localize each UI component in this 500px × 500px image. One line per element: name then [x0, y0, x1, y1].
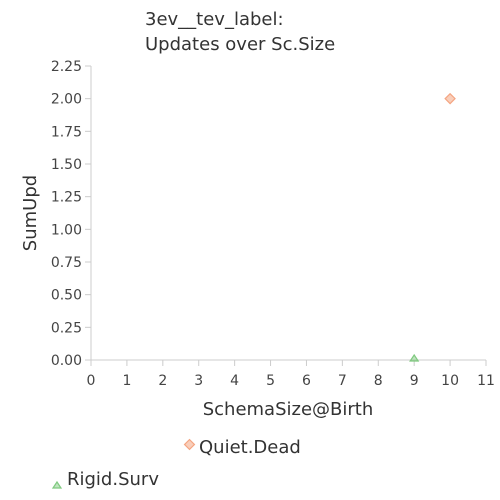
y-tick-label: 2.00	[51, 92, 82, 108]
y-tick-label: 0.00	[51, 353, 82, 369]
x-tick-label: 10	[441, 373, 459, 389]
legend[interactable]: Quiet.Dead Rigid.Surv	[51, 437, 301, 490]
x-tick-label: 8	[374, 373, 383, 389]
x-tick-label: 3	[194, 373, 203, 389]
data-point-triangle[interactable]	[409, 353, 420, 362]
legend-item-quiet-dead[interactable]: Quiet.Dead	[183, 437, 301, 458]
x-tick-label: 9	[410, 373, 419, 389]
legend-label-quiet-dead: Quiet.Dead	[199, 437, 301, 458]
x-tick-label: 2	[158, 373, 167, 389]
legend-label-rigid-surv: Rigid.Surv	[67, 469, 159, 490]
x-axis-label: SchemaSize@Birth	[203, 399, 374, 420]
x-tick-label: 0	[87, 373, 96, 389]
plot-area	[409, 92, 456, 362]
y-tick-label: 0.25	[51, 320, 82, 336]
x-tick-label: 6	[302, 373, 311, 389]
x-tick-label: 5	[266, 373, 275, 389]
legend-item-rigid-surv[interactable]: Rigid.Surv	[51, 469, 159, 490]
x-tick-label: 1	[122, 373, 131, 389]
y-tick-label: 0.50	[51, 288, 82, 304]
legend-diamond-icon	[183, 438, 196, 451]
chart-title-line-1: 3ev__tev_label:	[145, 9, 284, 30]
x-tick-label: 7	[338, 373, 347, 389]
y-tick-label: 1.00	[51, 222, 82, 238]
y-tick-label: 1.75	[51, 124, 82, 140]
y-tick-label: 1.25	[51, 190, 82, 206]
y-tick-label: 1.50	[51, 157, 82, 173]
legend-triangle-icon	[51, 480, 63, 489]
y-tick-label: 2.25	[51, 59, 82, 75]
y-axis: 0.00 0.25 0.50 0.75 1.00 1.25 1.50 1.75 2.00 2.25	[51, 59, 92, 369]
y-tick-label: 0.75	[51, 255, 82, 271]
x-tick-label: 11	[477, 373, 495, 389]
data-point-diamond[interactable]	[444, 92, 456, 105]
chart-title-line-2: Updates over Sc.Size	[145, 34, 335, 55]
x-axis: 0 1 2 3 4 5 6 7 8 9 10 11	[87, 359, 495, 389]
x-tick-label: 4	[230, 373, 239, 389]
y-axis-label: SumUpd	[20, 175, 41, 251]
